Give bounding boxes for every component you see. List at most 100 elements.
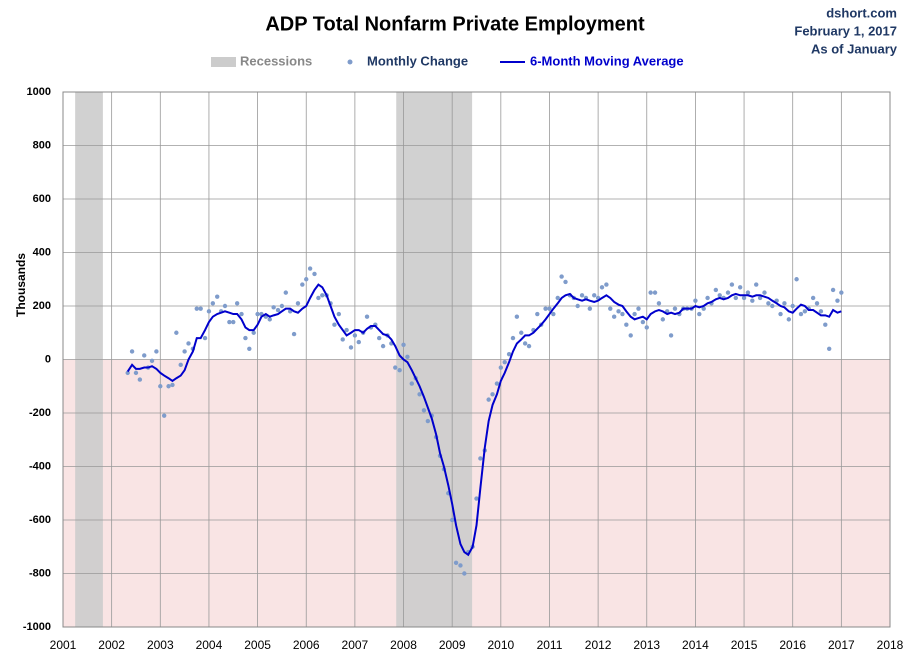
y-tick-label: 600 (33, 193, 51, 205)
data-point (397, 368, 402, 373)
data-point (458, 563, 463, 568)
data-point (766, 301, 771, 306)
data-point (267, 317, 272, 322)
data-point (620, 311, 625, 317)
legend-label: Monthly Change (367, 53, 468, 68)
data-point (656, 301, 662, 306)
data-point (307, 266, 313, 271)
x-tick-label: 2015 (731, 638, 758, 652)
data-point (231, 319, 236, 325)
data-point (364, 314, 370, 319)
data-point (449, 517, 455, 523)
data-point (737, 285, 743, 290)
data-point (839, 290, 844, 295)
data-point (478, 456, 483, 461)
data-point (271, 305, 276, 310)
data-point (636, 306, 641, 311)
data-point (786, 317, 792, 322)
y-tick-label: 400 (33, 246, 51, 258)
data-point (486, 397, 491, 402)
data-point (161, 413, 167, 418)
data-point (741, 295, 747, 301)
x-tick-label: 2014 (682, 638, 709, 652)
legend-label: 6-Month Moving Average (530, 53, 684, 68)
data-point (717, 293, 722, 298)
x-tick-label: 2006 (293, 638, 320, 652)
data-point (579, 293, 585, 298)
data-point (380, 343, 386, 349)
y-tick-label: -600 (29, 514, 51, 526)
data-point (453, 560, 459, 565)
data-point (510, 335, 516, 341)
data-point (222, 303, 228, 309)
data-point (701, 306, 706, 311)
legend-swatch (347, 59, 353, 65)
data-point (624, 322, 629, 327)
data-point (660, 317, 666, 322)
data-point (729, 282, 735, 287)
data-point (648, 290, 653, 295)
x-tick-label: 2005 (244, 638, 271, 652)
data-point (239, 311, 244, 317)
data-point (300, 282, 305, 287)
data-point (234, 301, 240, 306)
data-point (608, 306, 613, 311)
data-point (316, 295, 321, 301)
data-point (599, 285, 605, 290)
source-line: dshort.com (826, 5, 897, 20)
data-point (494, 381, 500, 386)
data-point (652, 290, 658, 295)
data-point (762, 290, 767, 295)
data-point (336, 311, 342, 317)
data-point (672, 306, 678, 311)
y-tick-label: -200 (29, 407, 51, 419)
x-tick-label: 2012 (585, 638, 612, 652)
data-point (543, 306, 548, 311)
data-point (725, 290, 731, 295)
data-point (304, 277, 309, 282)
data-point (178, 362, 183, 368)
data-point (320, 293, 325, 298)
data-point (522, 341, 528, 346)
data-point (243, 335, 248, 341)
y-tick-label: -800 (29, 567, 51, 579)
data-point (166, 384, 171, 389)
data-point (312, 271, 317, 277)
data-point (733, 295, 738, 301)
data-point (344, 327, 349, 333)
data-point (393, 365, 398, 370)
data-point (835, 298, 840, 303)
data-point (206, 309, 212, 314)
x-tick-label: 2008 (390, 638, 417, 652)
data-point (830, 287, 836, 293)
data-point (210, 301, 216, 306)
x-tick-label: 2018 (877, 638, 904, 652)
data-point (826, 346, 832, 351)
data-point (790, 303, 795, 309)
data-point (194, 306, 199, 311)
data-point (551, 311, 556, 317)
data-point (291, 331, 297, 337)
data-point (587, 306, 593, 311)
data-point (693, 298, 698, 303)
data-point (802, 309, 808, 314)
data-point (215, 294, 220, 299)
data-point (251, 330, 256, 335)
data-point (348, 345, 354, 350)
data-point (490, 392, 495, 397)
x-tick-label: 2011 (537, 638, 563, 652)
data-point (154, 349, 159, 354)
x-tick-label: 2004 (196, 638, 223, 652)
data-point (628, 333, 633, 338)
y-tick-label: 200 (33, 300, 51, 312)
data-point (227, 319, 232, 325)
data-point (823, 322, 828, 327)
data-point (611, 314, 617, 319)
data-point (563, 279, 568, 285)
plot-frame (62, 91, 891, 628)
x-tick-label: 2007 (342, 638, 369, 652)
data-point (170, 382, 175, 388)
data-point (782, 301, 787, 306)
data-point (279, 303, 285, 309)
